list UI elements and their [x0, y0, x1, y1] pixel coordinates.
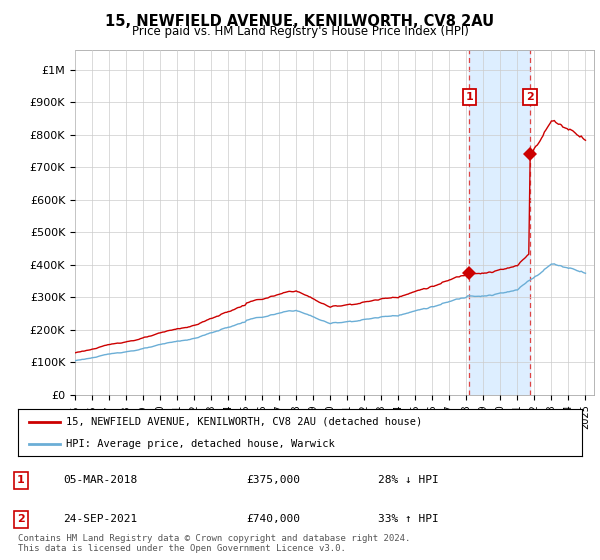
Text: 15, NEWFIELD AVENUE, KENILWORTH, CV8 2AU (detached house): 15, NEWFIELD AVENUE, KENILWORTH, CV8 2AU… [66, 417, 422, 427]
Text: 05-MAR-2018: 05-MAR-2018 [63, 475, 137, 485]
Bar [469, 50, 530, 395]
Text: 33% ↑ HPI: 33% ↑ HPI [378, 515, 439, 524]
Text: £375,000: £375,000 [246, 475, 300, 485]
Text: 2: 2 [526, 92, 534, 102]
Text: 1: 1 [17, 475, 25, 485]
Text: HPI: Average price, detached house, Warwick: HPI: Average price, detached house, Warw… [66, 438, 335, 449]
Text: 15, NEWFIELD AVENUE, KENILWORTH, CV8 2AU: 15, NEWFIELD AVENUE, KENILWORTH, CV8 2AU [106, 14, 494, 29]
Text: 1: 1 [466, 92, 473, 102]
Text: 24-SEP-2021: 24-SEP-2021 [63, 515, 137, 524]
Text: 28% ↓ HPI: 28% ↓ HPI [378, 475, 439, 485]
Text: Price paid vs. HM Land Registry's House Price Index (HPI): Price paid vs. HM Land Registry's House … [131, 25, 469, 38]
Text: Contains HM Land Registry data © Crown copyright and database right 2024.
This d: Contains HM Land Registry data © Crown c… [18, 534, 410, 553]
Text: 2: 2 [17, 515, 25, 524]
Text: £740,000: £740,000 [246, 515, 300, 524]
